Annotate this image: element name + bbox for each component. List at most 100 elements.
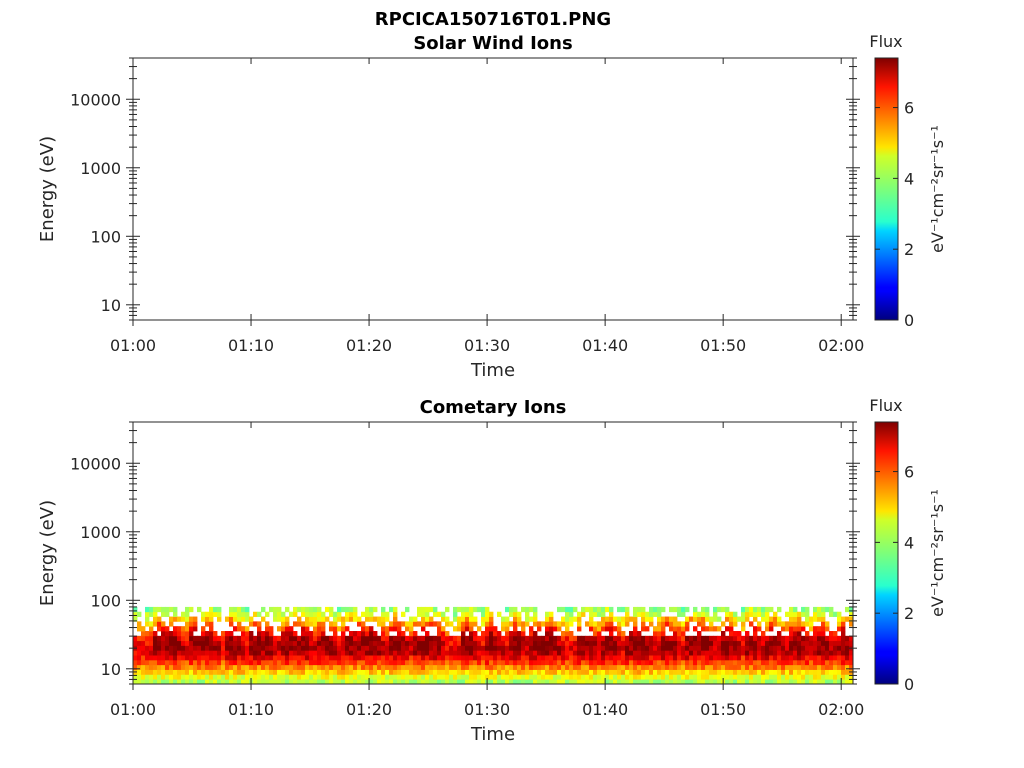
spectrogram-cell xyxy=(333,626,338,632)
spectrogram-cell xyxy=(801,611,806,617)
spectrogram-cell xyxy=(677,606,682,613)
spectrogram-cell xyxy=(305,640,310,646)
spectrogram-cell xyxy=(845,616,850,622)
spectrogram-cell xyxy=(437,626,442,632)
spectrogram-cell xyxy=(345,616,350,622)
spectrogram-cell xyxy=(561,650,566,656)
spectrogram-cell xyxy=(309,669,314,675)
spectrogram-cell xyxy=(533,640,538,646)
spectrogram-cell xyxy=(633,645,638,651)
spectrogram-cell xyxy=(385,659,390,666)
spectrogram-cell xyxy=(741,659,746,666)
spectrogram-cell xyxy=(265,679,270,685)
spectrogram-cell xyxy=(273,606,278,613)
spectrogram-cell xyxy=(245,635,250,642)
spectrogram-cell xyxy=(757,655,762,661)
spectrogram-cell xyxy=(213,635,218,642)
spectrogram-cell xyxy=(593,631,598,637)
spectrogram-cell xyxy=(277,674,282,680)
spectrogram-cell xyxy=(789,626,794,632)
spectrogram-cell xyxy=(161,655,166,661)
spectrogram-cell xyxy=(593,626,598,632)
spectrogram-cell xyxy=(393,664,398,670)
spectrogram-cell xyxy=(793,664,798,670)
spectrogram-cell xyxy=(789,631,794,637)
spectrogram-cell xyxy=(341,659,346,666)
spectrogram-cell xyxy=(201,655,206,661)
spectrogram-cell xyxy=(365,650,370,656)
spectrogram-cell xyxy=(233,669,238,675)
spectrogram-cell xyxy=(153,631,158,637)
spectrogram-cell xyxy=(313,631,318,637)
spectrogram-cell xyxy=(457,645,462,651)
spectrogram-cell xyxy=(625,611,630,617)
spectrogram-cell xyxy=(753,650,758,656)
spectrogram-cell xyxy=(597,679,602,685)
spectrogram-cell xyxy=(721,664,726,670)
spectrogram-cell xyxy=(341,640,346,646)
spectrogram-cell xyxy=(661,626,666,632)
spectrogram-cell xyxy=(573,640,578,646)
spectrogram-cell xyxy=(821,664,826,670)
spectrogram-cell xyxy=(213,664,218,670)
x-axis: 01:00 01:10 01:20 01:30 01:40 01:50 02:00 xyxy=(110,58,864,355)
spectrogram-cell xyxy=(589,650,594,656)
spectrogram-cell xyxy=(457,664,462,670)
spectrogram-cell xyxy=(673,640,678,646)
spectrogram-cell xyxy=(825,664,830,670)
spectrogram-cell xyxy=(249,674,254,680)
spectrogram-cell xyxy=(157,674,162,680)
spectrogram-cell xyxy=(497,669,502,675)
spectrogram-cell xyxy=(485,655,490,661)
spectrogram-cell xyxy=(253,664,258,670)
spectrogram-cell xyxy=(361,640,366,646)
spectrogram-cell xyxy=(389,674,394,680)
spectrogram-cell xyxy=(781,645,786,651)
spectrogram-cell xyxy=(229,635,234,642)
spectrogram-cell xyxy=(445,645,450,651)
spectrogram-cell xyxy=(457,679,462,685)
spectrogram-cell xyxy=(257,659,262,666)
spectrogram-cell xyxy=(153,635,158,642)
spectrogram-cell xyxy=(685,621,690,627)
spectrogram-cell xyxy=(537,645,542,651)
spectrogram-cell xyxy=(137,611,142,617)
spectrogram-cell xyxy=(653,655,658,661)
spectrogram-cell xyxy=(505,645,510,651)
spectrogram-cell xyxy=(281,655,286,661)
spectrogram-cell xyxy=(425,621,430,627)
spectrogram-cell xyxy=(141,650,146,656)
spectrogram-cell xyxy=(357,650,362,656)
spectrogram-cell xyxy=(397,669,402,675)
spectrogram-cell xyxy=(749,679,754,685)
spectrogram-cell xyxy=(833,655,838,661)
spectrogram-cell xyxy=(613,655,618,661)
spectrogram-cell xyxy=(709,645,714,651)
spectrogram-cell xyxy=(361,626,366,632)
spectrogram-cell xyxy=(277,616,282,622)
spectrogram-cell xyxy=(593,635,598,642)
spectrogram-cell xyxy=(701,669,706,675)
spectrogram-cell xyxy=(501,659,506,666)
spectrogram-cell xyxy=(277,664,282,670)
spectrogram-cell xyxy=(629,659,634,666)
spectrogram-cell xyxy=(569,616,574,622)
spectrogram-cell xyxy=(633,650,638,656)
spectrogram-cell xyxy=(201,631,206,637)
spectrogram-cell xyxy=(633,640,638,646)
spectrogram-cell xyxy=(301,655,306,661)
spectrogram-cell xyxy=(613,645,618,651)
spectrogram-cell xyxy=(645,616,650,622)
spectrogram-cell xyxy=(461,659,466,666)
spectrogram-cell xyxy=(733,659,738,666)
spectrogram-cell xyxy=(589,626,594,632)
spectrogram-cell xyxy=(389,669,394,675)
spectrogram-cell xyxy=(321,631,326,637)
spectrogram-cell xyxy=(405,650,410,656)
spectrogram-cell xyxy=(237,621,242,627)
spectrogram-cell xyxy=(705,616,710,622)
spectrogram-cell xyxy=(421,669,426,675)
spectrogram-cell xyxy=(217,655,222,661)
spectrogram-cell xyxy=(753,631,758,637)
spectrogram-cell xyxy=(549,635,554,642)
